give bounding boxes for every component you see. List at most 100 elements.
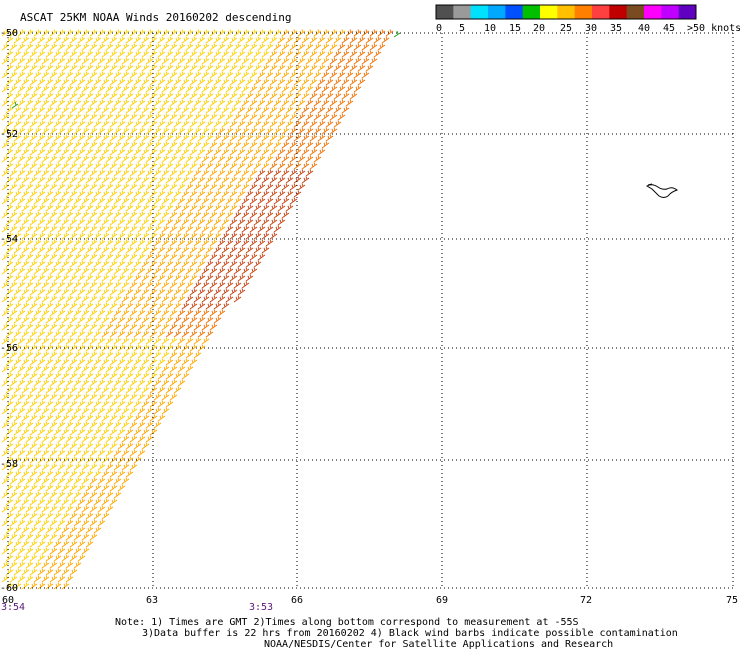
wind-barb	[65, 379, 74, 387]
wind-barb	[249, 141, 258, 149]
wind-barb	[257, 225, 266, 233]
wind-barb	[45, 148, 54, 156]
wind-barb	[13, 400, 22, 408]
wind-barb	[177, 323, 186, 331]
wind-barb	[73, 127, 82, 135]
wind-barb	[57, 71, 66, 79]
wind-barb	[57, 561, 66, 569]
wind-barb	[269, 92, 278, 100]
wind-barb	[5, 246, 14, 254]
wind-barb	[217, 113, 226, 121]
wind-barb	[217, 253, 226, 261]
wind-barb	[197, 302, 206, 310]
wind-barb	[33, 309, 42, 317]
wind-barb	[145, 211, 154, 219]
wind-barb	[169, 365, 178, 373]
wind-barb	[193, 141, 202, 149]
wind-barb	[301, 106, 310, 114]
wind-barb	[141, 442, 150, 450]
wind-barb	[9, 85, 18, 93]
wind-barb	[33, 29, 42, 37]
wind-barb	[97, 141, 106, 149]
wind-barb	[325, 134, 334, 142]
wind-barb	[221, 134, 230, 142]
wind-barb	[69, 512, 78, 520]
wind-barb	[45, 372, 54, 380]
wind-barb	[257, 71, 266, 79]
wind-barb	[125, 316, 134, 324]
wind-barb	[49, 505, 58, 513]
wind-barb	[41, 337, 50, 345]
wind-barb	[185, 85, 194, 93]
wind-barb	[125, 106, 134, 114]
wind-barb	[181, 246, 190, 254]
wind-barb	[321, 99, 330, 107]
wind-barb	[33, 127, 42, 135]
wind-barb	[25, 267, 34, 275]
wind-barb	[29, 120, 38, 128]
wind-barb	[49, 393, 58, 401]
wind-barb	[89, 407, 98, 415]
wind-barb	[133, 414, 142, 422]
wind-barb	[265, 85, 274, 93]
wind-barb	[89, 295, 98, 303]
wind-barb	[41, 141, 50, 149]
wind-barb	[193, 99, 202, 107]
wind-barb	[37, 470, 46, 478]
wind-barb	[89, 99, 98, 107]
wind-barb	[249, 127, 258, 135]
wind-barb	[141, 218, 150, 226]
wind-barb	[101, 414, 110, 422]
wind-barb	[85, 50, 94, 58]
wind-barb	[121, 393, 130, 401]
wind-barb	[17, 575, 26, 583]
wind-barb	[101, 36, 110, 44]
wind-barb	[9, 155, 18, 163]
wind-barb	[141, 428, 150, 436]
wind-barb	[41, 421, 50, 429]
wind-barb	[17, 43, 26, 51]
wind-barb	[137, 57, 146, 65]
wind-barb	[265, 57, 274, 65]
wind-barb	[137, 337, 146, 345]
wind-barb	[121, 323, 130, 331]
colorbar-swatch	[540, 5, 558, 19]
wind-barb	[137, 43, 146, 51]
wind-barb	[69, 344, 78, 352]
wind-barb	[257, 113, 266, 121]
wind-barb	[153, 99, 162, 107]
wind-barb	[177, 43, 186, 51]
wind-barb	[49, 323, 58, 331]
wind-barb	[65, 393, 74, 401]
wind-barb	[17, 365, 26, 373]
wind-barb	[253, 190, 262, 198]
wind-barb	[45, 232, 54, 240]
wind-barb	[217, 85, 226, 93]
wind-barb	[93, 232, 102, 240]
wind-barb	[297, 71, 306, 79]
wind-barb	[5, 470, 14, 478]
wind-barb	[109, 232, 118, 240]
wind-barb	[137, 295, 146, 303]
wind-barb	[245, 120, 254, 128]
wind-barb	[209, 85, 218, 93]
wind-barb	[273, 85, 282, 93]
wind-barb	[105, 407, 114, 415]
wind-barb	[125, 442, 134, 450]
wind-barb	[257, 99, 266, 107]
wind-barb	[217, 267, 226, 275]
wind-barb	[161, 323, 170, 331]
wind-barb	[181, 232, 190, 240]
wind-barb	[25, 155, 34, 163]
wind-barb	[29, 288, 38, 296]
wind-barb	[101, 344, 110, 352]
wind-barb	[117, 456, 126, 464]
wind-barb	[69, 134, 78, 142]
wind-barb	[161, 85, 170, 93]
wind-barb	[109, 316, 118, 324]
colorbar-swatch	[626, 5, 645, 19]
wind-barb	[113, 323, 122, 331]
wind-barb	[253, 64, 262, 72]
wind-barb	[301, 134, 310, 142]
wind-barb	[21, 78, 30, 86]
